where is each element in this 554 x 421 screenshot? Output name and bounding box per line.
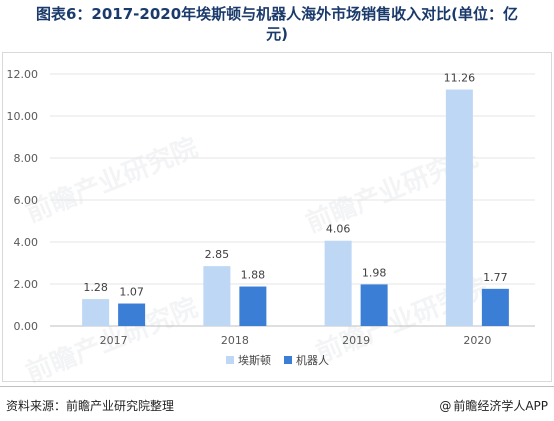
source-text: 资料来源：前瞻产业研究院整理 [6,399,175,413]
y-tick-label: 12.00 [7,68,39,81]
legend-swatch [226,356,234,364]
chart-title-line-2: 元) [266,25,288,43]
data-label: 1.98 [362,266,387,279]
y-tick-label: 4.00 [14,236,39,249]
y-tick-label: 2.00 [14,278,39,291]
x-tick-label: 2019 [342,334,370,347]
legend-label: 机器人 [296,353,329,367]
bar-1 [203,266,231,326]
footer: 资料来源：前瞻产业研究院整理 @ 前瞻经济学人APP [0,386,554,421]
data-label: 2.85 [205,248,230,261]
legend-label: 埃斯顿 [238,353,271,367]
x-tick-label: 2018 [221,334,249,347]
y-tick-label: 10.00 [7,110,39,123]
data-label: 4.06 [326,223,351,236]
data-label: 1.88 [241,269,266,282]
x-tick-label: 2020 [463,334,491,347]
x-tick-label: 2017 [100,334,128,347]
y-tick-label: 6.00 [14,194,39,207]
bar-1 [82,299,110,326]
y-tick-label: 8.00 [14,152,39,165]
data-label: 1.07 [119,286,144,299]
data-label: 1.77 [483,271,508,284]
data-label: 1.28 [83,281,108,294]
data-label: 11.26 [444,72,476,85]
bar-chart: 0.00 2.00 4.00 6.00 8.00 10.00 12.00 1.28 1.07 20… [7,68,535,367]
credit-text: 前瞻经济学人APP [453,399,548,413]
bar-2 [239,286,267,326]
plot-frame [2,52,552,382]
bar-2 [360,284,388,326]
bar-1 [324,240,352,326]
credit: @ 前瞻经济学人APP [439,397,548,414]
bar-2 [481,288,509,326]
at-icon: @ [439,399,452,413]
legend-swatch [284,356,292,364]
y-tick-label: 0.00 [14,320,39,333]
bar-2 [118,303,146,326]
chart-title-line-1: 图表6：2017-2020年埃斯顿与机器人海外市场销售收入对比(单位：亿 [35,5,519,23]
bar-1 [445,89,473,326]
chart-title: 图表6：2017-2020年埃斯顿与机器人海外市场销售收入对比(单位：亿 元) [0,4,554,44]
